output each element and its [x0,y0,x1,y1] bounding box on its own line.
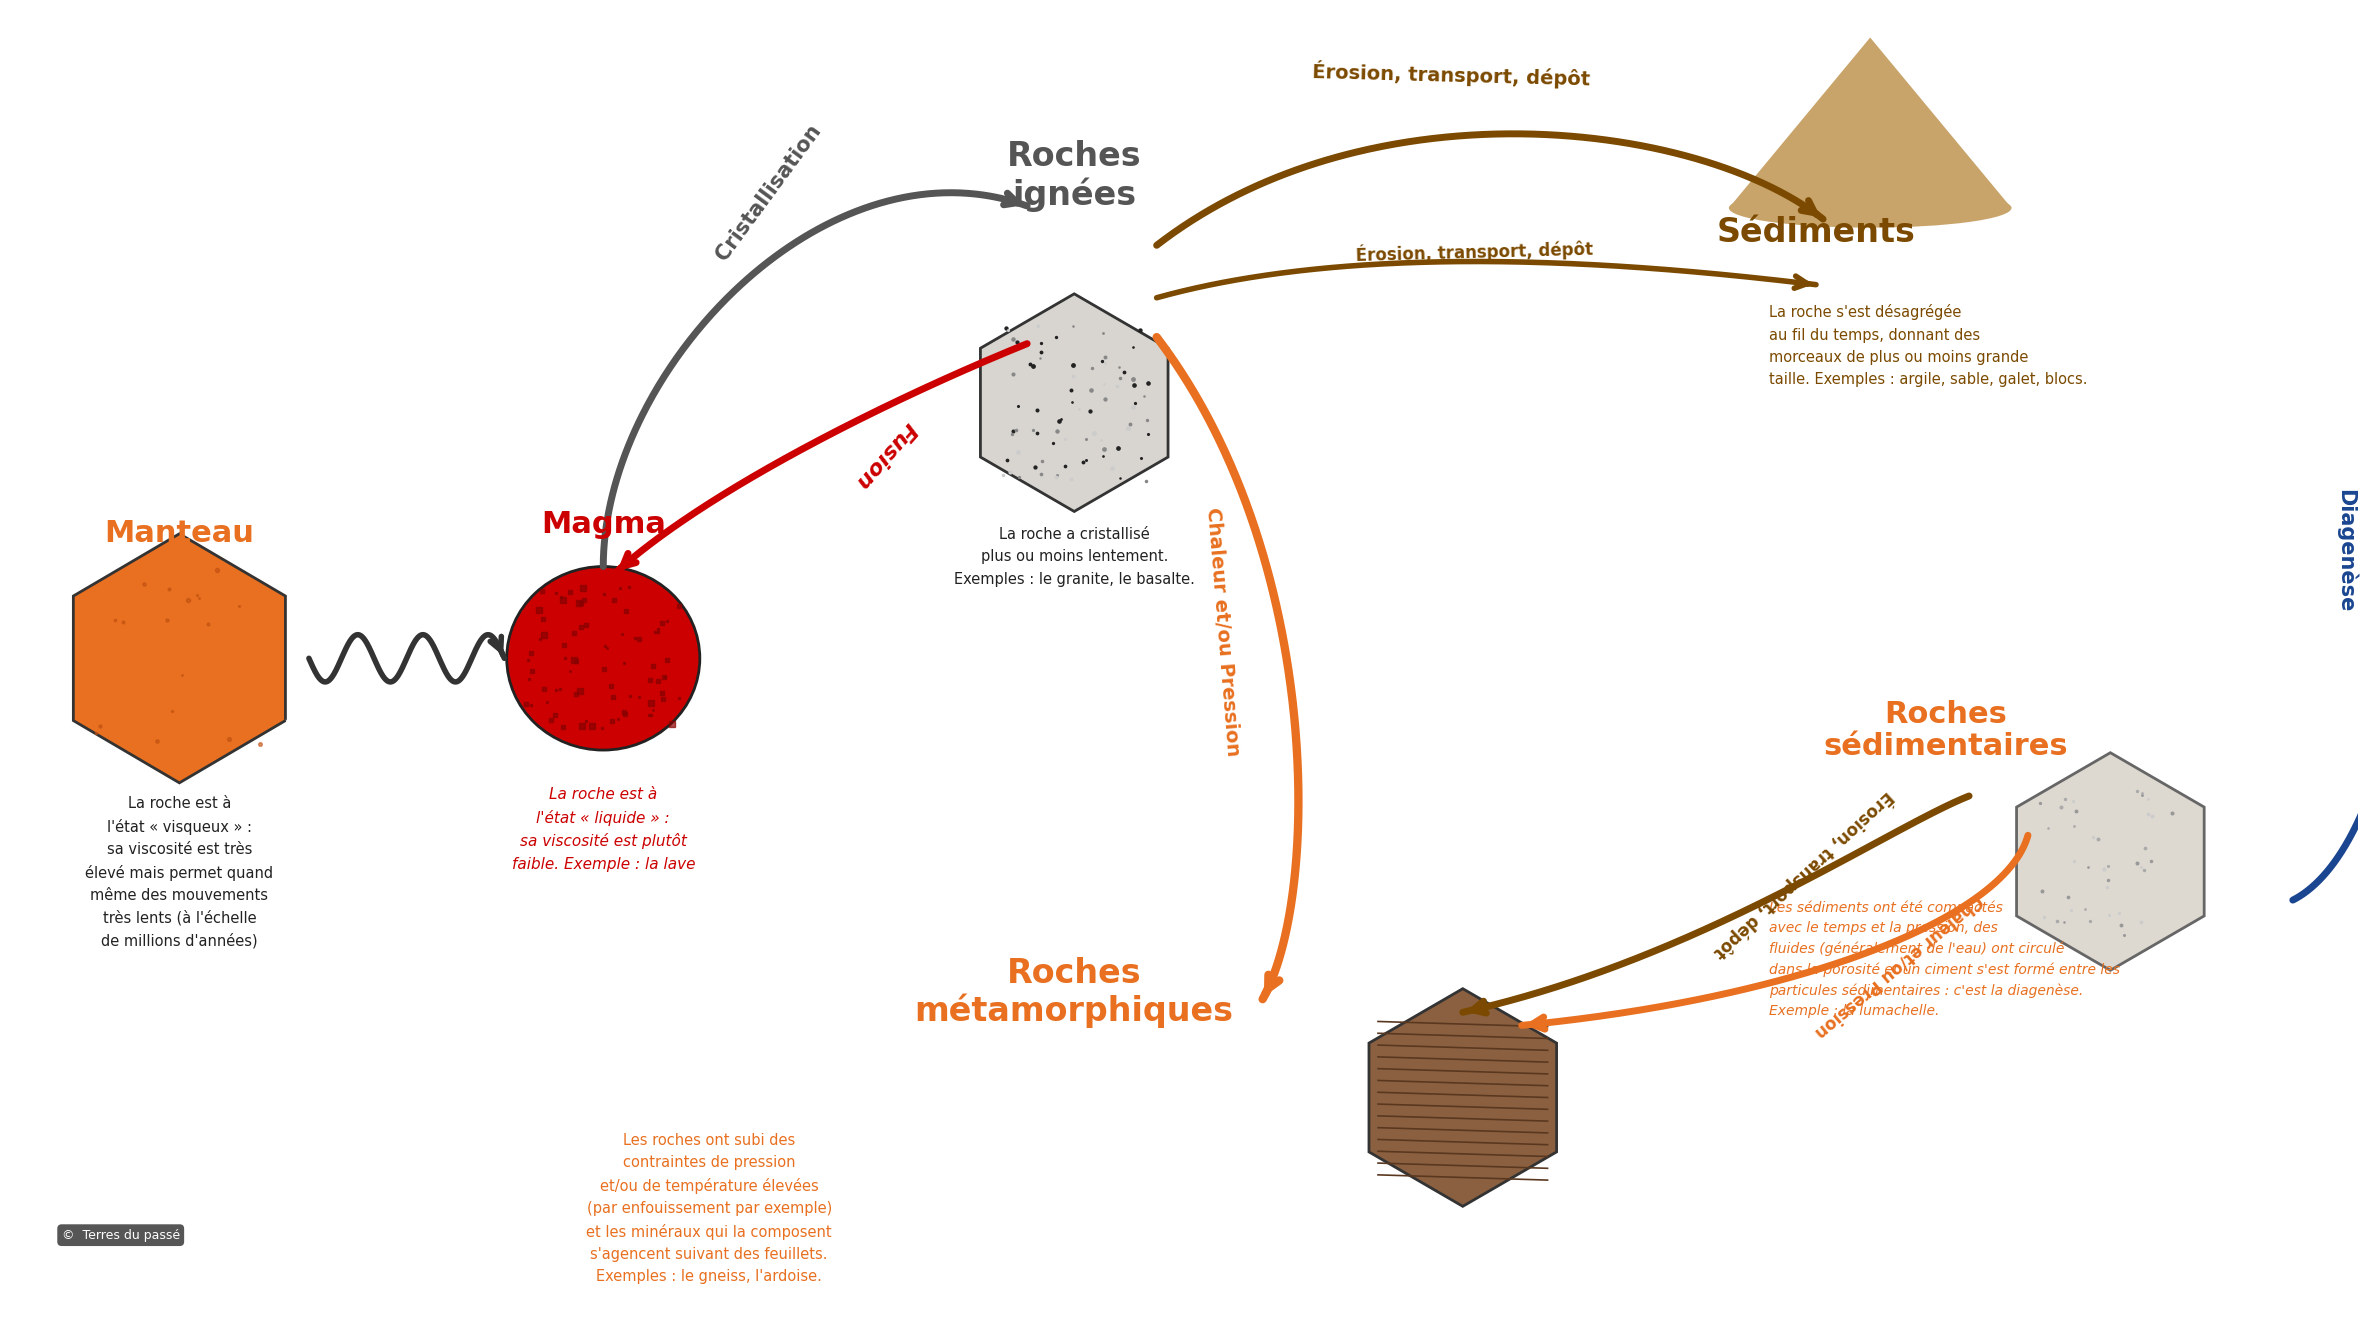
Text: La roche a cristallisé
plus ou moins lentement.
Exemples : le granite, le basalt: La roche a cristallisé plus ou moins len… [954,527,1195,587]
Text: Érosion, transport, dépôt: Érosion, transport, dépôt [1710,787,1899,962]
Text: Roches
ignées: Roches ignées [1006,141,1141,211]
Text: ©  Terres du passé: © Terres du passé [61,1229,180,1242]
Text: Roches
sédimentaires: Roches sédimentaires [1823,699,2067,762]
Text: Manteau: Manteau [104,519,255,548]
Text: Les sédiments ont été compactés
avec le temps et la pression, des
fluides (génér: Les sédiments ont été compactés avec le … [1769,901,2121,1018]
Polygon shape [73,533,286,783]
Ellipse shape [1729,188,2012,228]
Text: Érosion, transport, dépôt: Érosion, transport, dépôt [1356,239,1594,265]
Text: Chaleur et/ou Pression: Chaleur et/ou Pression [1202,507,1242,758]
Text: Érosion, transport, dépôt: Érosion, transport, dépôt [1311,60,1590,90]
Text: Magma: Magma [541,510,666,539]
Polygon shape [2017,752,2204,970]
Text: La roche est à
l'état « visqueux » :
sa viscosité est très
élevé mais permet qua: La roche est à l'état « visqueux » : sa … [85,796,274,949]
Polygon shape [980,293,1169,511]
Text: Roches
métamorphiques: Roches métamorphiques [914,957,1233,1028]
Polygon shape [1729,37,2012,208]
Polygon shape [1370,989,1557,1206]
Text: La roche est à
l'état « liquide » :
sa viscosité est plutôt
faible. Exemple : la: La roche est à l'état « liquide » : sa v… [513,787,694,872]
Text: Sédiments: Sédiments [1717,216,1916,248]
Text: Fusion: Fusion [853,418,921,492]
Text: La roche s'est désagrégée
au fil du temps, donnant des
morceaux de plus ou moins: La roche s'est désagrégée au fil du temp… [1769,304,2088,387]
Ellipse shape [508,567,699,750]
Text: Cristallisation: Cristallisation [711,121,824,264]
Text: Les roches ont subi des
contraintes de pression
et/ou de température élevées
(pa: Les roches ont subi des contraintes de p… [586,1133,831,1285]
Text: Chaleur et/ou Pression: Chaleur et/ou Pression [1812,892,1986,1042]
Text: Diagenèse: Diagenèse [2336,490,2357,613]
